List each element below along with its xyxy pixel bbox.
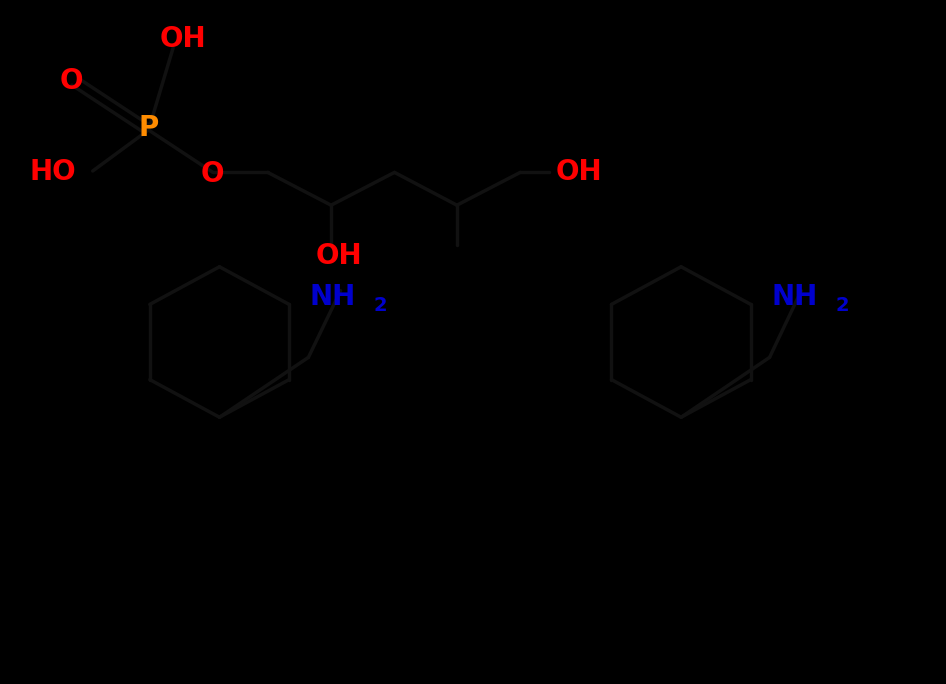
Text: 2: 2 <box>374 296 387 315</box>
Text: OH: OH <box>315 242 362 269</box>
Text: P: P <box>138 114 159 142</box>
Text: HO: HO <box>29 159 77 186</box>
Text: OH: OH <box>159 25 206 53</box>
Text: O: O <box>201 161 224 188</box>
Text: OH: OH <box>555 159 603 186</box>
Text: NH: NH <box>772 283 817 311</box>
Text: 2: 2 <box>835 296 849 315</box>
Text: O: O <box>60 67 82 94</box>
Text: NH: NH <box>310 283 356 311</box>
